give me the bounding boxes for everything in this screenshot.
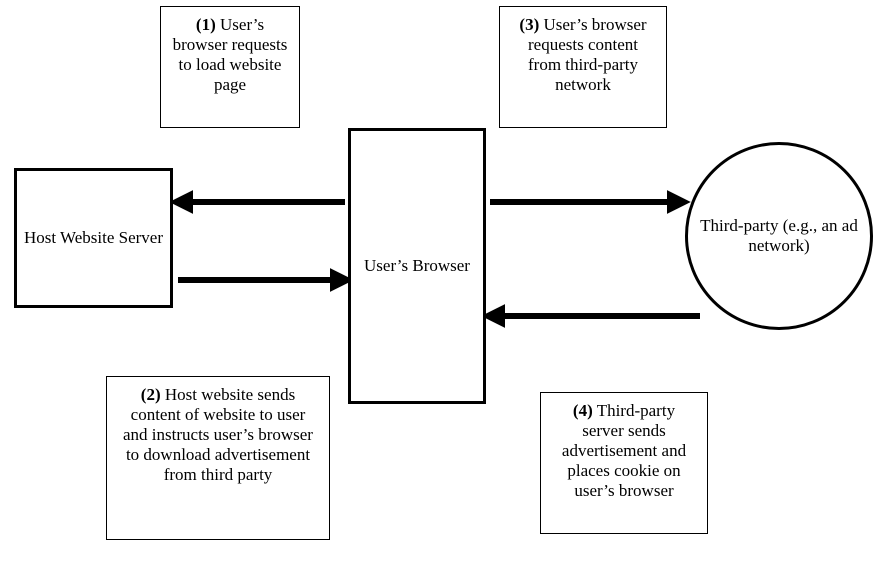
label-step3-text: User’s browser requests content from thi…: [528, 15, 647, 94]
node-third-label: Third-party (e.g., an ad network): [698, 216, 860, 256]
label-step3-num: (3): [519, 15, 539, 34]
node-host-server: Host Website Server: [14, 168, 173, 308]
label-step2-num: (2): [141, 385, 161, 404]
node-third-party: Third-party (e.g., an ad network): [685, 142, 873, 330]
label-step1-text: User’s browser requests to load website …: [173, 15, 288, 94]
label-step3: (3) User’s browser requests content from…: [499, 6, 667, 128]
label-step1: (1) User’s browser requests to load webs…: [160, 6, 300, 128]
label-step4: (4) Third-party server sends advertiseme…: [540, 392, 708, 534]
node-browser-label: User’s Browser: [364, 256, 470, 276]
node-user-browser: User’s Browser: [348, 128, 486, 404]
label-step1-num: (1): [196, 15, 216, 34]
label-step2: (2) Host website sends content of websit…: [106, 376, 330, 540]
diagram-stage: Host Website Server User’s Browser Third…: [0, 0, 885, 578]
node-host-label: Host Website Server: [24, 228, 163, 248]
label-step4-num: (4): [573, 401, 593, 420]
